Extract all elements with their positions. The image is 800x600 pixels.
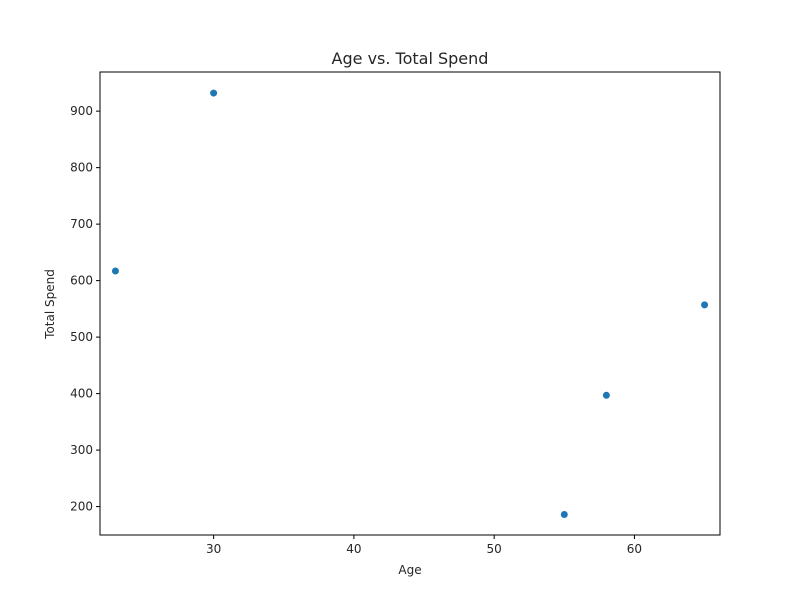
plot-frame [99, 71, 721, 536]
data-point [560, 510, 568, 518]
y-tick-label: 300 [70, 443, 93, 457]
y-tick-label: 800 [70, 161, 93, 175]
data-point [602, 391, 610, 399]
data-point [701, 301, 709, 309]
x-axis-ticks: 30 40 50 60 [206, 535, 642, 556]
y-axis-ticks: 200 300 400 500 600 700 800 900 [70, 104, 100, 514]
data-point [111, 267, 119, 275]
x-tick-label: 30 [206, 542, 221, 556]
y-tick-label: 400 [70, 387, 93, 401]
y-tick-label: 600 [70, 274, 93, 288]
chart-title: Age vs. Total Spend [332, 49, 489, 68]
x-tick-label: 60 [627, 542, 642, 556]
y-tick-label: 200 [70, 500, 93, 514]
y-tick-label: 900 [70, 104, 93, 118]
plot-area: 30 40 50 60 200 300 400 500 600 700 800 900 [70, 71, 721, 556]
x-tick-label: 50 [487, 542, 502, 556]
y-tick-label: 500 [70, 330, 93, 344]
data-points [111, 89, 709, 518]
y-tick-label: 700 [70, 217, 93, 231]
y-axis-label: Total Spend [43, 269, 57, 340]
data-point [210, 89, 218, 97]
x-tick-label: 40 [346, 542, 361, 556]
x-axis-label: Age [398, 563, 421, 577]
